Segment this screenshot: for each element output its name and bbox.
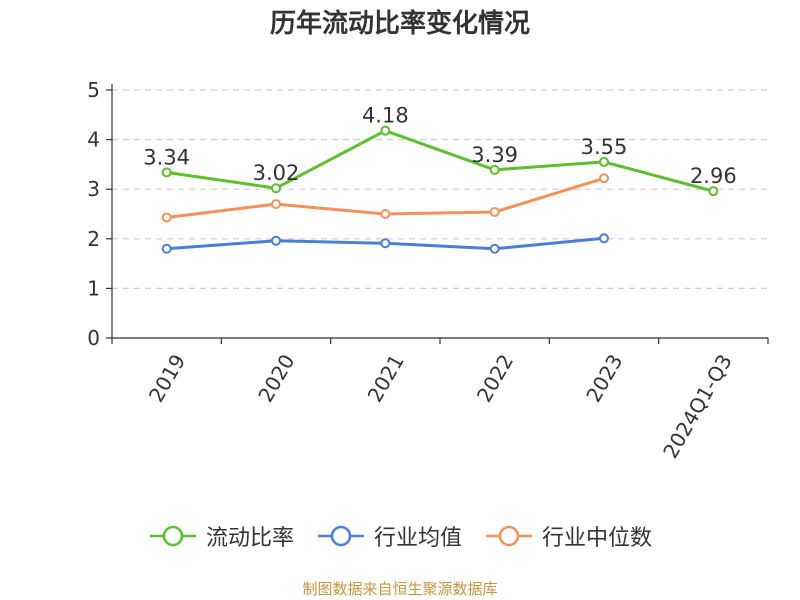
x-tick-label: 2024Q1-Q3: [658, 350, 737, 462]
data-point-current-ratio: [380, 125, 391, 136]
legend-swatch-current-ratio: [149, 525, 196, 547]
y-tick-label: 2: [87, 227, 100, 251]
data-label-current-ratio: 4.18: [362, 104, 409, 128]
legend-label-current-ratio: 流动比率: [205, 526, 294, 551]
data-point-industry-median: [489, 207, 500, 218]
x-tick-label: 2021: [363, 350, 409, 406]
data-point-industry-mean: [271, 235, 281, 246]
legend-swatch-industry-median: [486, 525, 532, 547]
data-point-current-ratio: [161, 167, 172, 178]
data-label-current-ratio: 3.55: [581, 135, 628, 159]
y-tick-label: 4: [87, 128, 100, 152]
x-tick-label: 2023: [581, 350, 627, 406]
series-line-current-ratio: [166, 129, 714, 193]
chart-legend: 流动比率 行业均值 行业中位数: [0, 520, 800, 552]
data-label-current-ratio: 3.39: [471, 143, 518, 167]
data-point-current-ratio: [599, 156, 609, 167]
legend-item-industry-median[interactable]: 行业中位数: [484, 520, 652, 552]
data-point-industry-median: [271, 199, 281, 210]
line-chart: 0 1 2 3 4 5 2019 2020 2021 2022 2023 2024Q1-Q3 3.34 3…: [87, 78, 769, 462]
data-point-current-ratio: [708, 186, 719, 197]
data-label-current-ratio: 3.02: [253, 161, 300, 185]
legend-swatch-industry-mean: [317, 525, 364, 547]
y-tick-label: 5: [87, 78, 100, 102]
data-point-industry-mean: [599, 233, 609, 244]
data-source-note: 制图数据来自恒生聚源数据库: [302, 580, 498, 598]
data-point-current-ratio: [489, 164, 500, 175]
data-point-industry-median: [380, 209, 391, 219]
x-tick-label: 2019: [144, 350, 190, 406]
data-point-industry-mean: [161, 243, 172, 254]
data-point-industry-median: [161, 212, 172, 223]
legend-label-industry-mean: 行业均值: [373, 526, 462, 551]
y-tick-label: 3: [87, 177, 100, 201]
y-tick-label: 1: [87, 276, 100, 300]
data-point-industry-median: [599, 173, 609, 184]
data-label-current-ratio: 2.96: [690, 164, 737, 188]
chart-title: 历年流动比率变化情况: [269, 9, 530, 39]
y-tick-label: 0: [87, 326, 100, 350]
x-tick-label: 2020: [253, 350, 299, 406]
data-point-industry-mean: [489, 243, 500, 254]
data-point-current-ratio: [271, 183, 281, 194]
legend-item-industry-mean[interactable]: 行业均值: [316, 520, 462, 552]
x-tick-label: 2022: [472, 350, 518, 406]
legend-item-current-ratio[interactable]: 流动比率: [148, 520, 294, 552]
legend-label-industry-median: 行业中位数: [542, 526, 653, 551]
data-point-industry-mean: [380, 238, 391, 249]
data-label-current-ratio: 3.34: [143, 145, 190, 169]
